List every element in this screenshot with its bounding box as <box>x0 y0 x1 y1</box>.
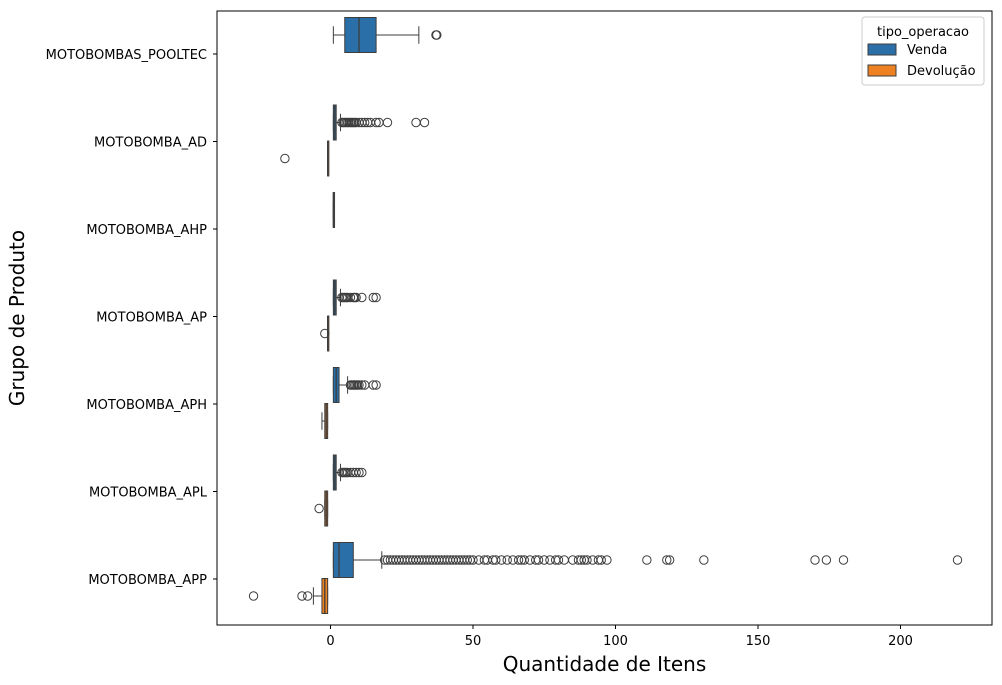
legend-label-devolucao: Devolução <box>907 64 976 79</box>
y-axis-title: Grupo de Produto <box>5 230 29 406</box>
box-group <box>280 140 330 177</box>
outlier-point <box>320 328 330 339</box>
outlier-point <box>662 555 672 565</box>
chart-marks <box>248 17 963 614</box>
box-group <box>332 542 963 578</box>
outlier-point <box>821 555 832 565</box>
outlier-point <box>596 555 606 565</box>
box-iqr <box>344 17 377 53</box>
legend: tipo_operacao Venda Devolução <box>861 16 985 86</box>
outlier-point <box>371 292 381 303</box>
outlier-point <box>345 292 356 303</box>
box-group <box>332 279 381 316</box>
outlier-point <box>280 153 290 164</box>
outlier-point <box>468 555 478 565</box>
outlier-point <box>354 467 364 478</box>
plot-area <box>217 11 992 625</box>
outlier-point <box>642 555 652 565</box>
y-tick-label: MOTOBOMBA_AP <box>96 311 207 326</box>
box-group <box>248 578 329 614</box>
outlier-point <box>303 591 313 601</box>
outlier-point <box>553 555 564 565</box>
legend-swatch-devolucao <box>867 64 897 77</box>
x-tick-label: 150 <box>746 634 771 649</box>
plot-frame <box>216 10 993 626</box>
outlier-point <box>297 591 307 601</box>
outlier-point <box>371 380 381 390</box>
outlier-point <box>519 555 529 565</box>
outlier-point <box>351 467 361 478</box>
y-tick-label: MOTOBOMBAS_POOLTEC <box>46 48 207 63</box>
x-axis-title: Quantidade de Itens <box>503 652 707 676</box>
box-iqr <box>332 542 354 578</box>
outlier-point <box>360 117 370 128</box>
outlier-point <box>419 117 430 128</box>
outlier-point <box>357 380 367 390</box>
outlier-point <box>582 555 592 565</box>
box-group <box>332 454 367 491</box>
box-group <box>332 17 442 53</box>
y-tick-label: MOTOBOMBA_APL <box>89 486 208 501</box>
outlier-point <box>357 292 367 303</box>
y-tick-label: MOTOBOMBA_APH <box>86 398 207 413</box>
outlier-point <box>354 380 364 390</box>
x-tick-label: 0 <box>326 634 334 649</box>
y-tick-label: MOTOBOMBA_APP <box>88 573 207 588</box>
y-tick-label: MOTOBOMBA_AD <box>94 136 207 151</box>
outlier-point <box>248 591 259 601</box>
outlier-point <box>432 30 442 40</box>
outlier-point <box>664 555 675 565</box>
x-tick-label: 100 <box>603 634 628 649</box>
outlier-point <box>368 380 378 390</box>
y-axis-ticks: MOTOBOMBAS_POOLTEC MOTOBOMBA_AD MOTOBOMBA_… <box>46 48 217 588</box>
box-group <box>332 104 430 141</box>
box-group <box>314 490 329 527</box>
outlier-point <box>952 555 963 565</box>
outlier-point <box>810 555 820 565</box>
box-group <box>321 403 329 439</box>
outlier-point <box>602 555 612 565</box>
x-axis-ticks: 0 50 100 150 200 <box>326 625 913 649</box>
x-tick-label: 200 <box>888 634 913 649</box>
outlier-point <box>351 292 361 303</box>
outlier-point <box>491 555 501 565</box>
legend-title: tipo_operacao <box>877 25 969 40</box>
legend-swatch-venda <box>867 43 897 56</box>
x-tick-label: 50 <box>465 634 482 649</box>
outlier-point <box>314 503 324 514</box>
legend-label-venda: Venda <box>907 43 947 58</box>
outlier-point <box>838 555 849 565</box>
outlier-point <box>357 467 367 478</box>
box-group <box>320 315 330 352</box>
box-group <box>332 192 336 228</box>
outlier-point <box>699 555 709 565</box>
outlier-point <box>513 555 524 565</box>
box-group <box>332 367 381 403</box>
outlier-point <box>462 555 472 565</box>
outlier-point <box>502 555 512 565</box>
y-tick-label: MOTOBOMBA_AHP <box>86 223 207 238</box>
outlier-point <box>496 555 507 565</box>
outlier-point <box>368 292 378 303</box>
outlier-point <box>533 555 544 565</box>
outlier-point <box>576 555 586 565</box>
outlier-point <box>371 117 381 128</box>
outlier-point <box>539 555 549 565</box>
outlier-point <box>382 117 393 128</box>
